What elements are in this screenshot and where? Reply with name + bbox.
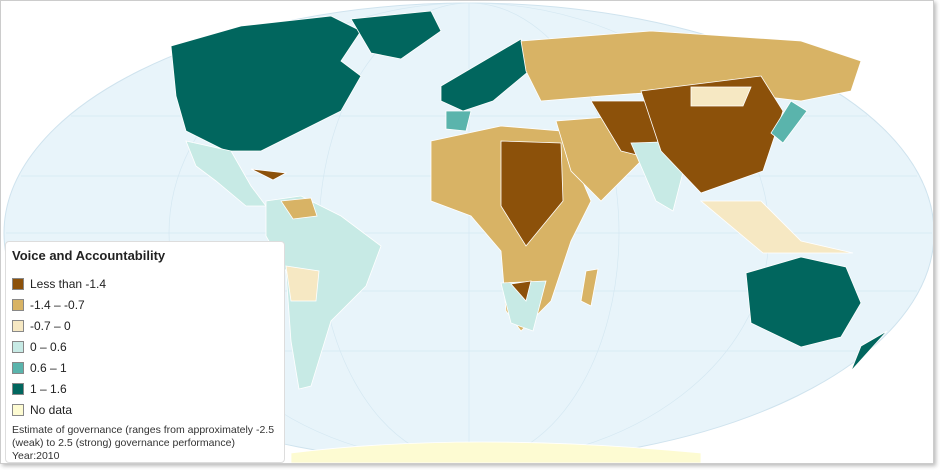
- legend: Voice and Accountability Less than -1.4 -…: [5, 241, 285, 463]
- legend-item: No data: [12, 399, 278, 420]
- legend-item: Less than -1.4: [12, 273, 278, 294]
- countries: [170, 10, 888, 463]
- legend-label: 0 – 0.6: [30, 339, 67, 354]
- legend-label: -1.4 – -0.7: [30, 297, 85, 312]
- legend-swatch: [12, 277, 24, 290]
- legend-swatch: [12, 361, 24, 374]
- legend-swatch: [12, 403, 24, 416]
- legend-item: -0.7 – 0: [12, 315, 278, 336]
- legend-swatch: [12, 319, 24, 332]
- legend-item: 0 – 0.6: [12, 336, 278, 357]
- legend-item: 0.6 – 1: [12, 357, 278, 378]
- legend-items: Less than -1.4 -1.4 – -0.7 -0.7 – 0 0 – 0.6…: [12, 273, 278, 420]
- legend-year: Year:2010: [12, 450, 60, 462]
- legend-swatch: [12, 340, 24, 353]
- legend-swatch: [12, 382, 24, 395]
- legend-item: -1.4 – -0.7: [12, 294, 278, 315]
- legend-title: Voice and Accountability: [12, 248, 166, 263]
- legend-label: No data: [30, 402, 73, 417]
- legend-label: Less than -1.4: [30, 276, 107, 291]
- legend-item: 1 – 1.6: [12, 378, 278, 399]
- legend-swatch: [12, 298, 24, 311]
- legend-label: 0.6 – 1: [30, 360, 67, 375]
- legend-note: Estimate of governance (ranges from appr…: [12, 424, 275, 449]
- legend-label: -0.7 – 0: [30, 318, 71, 333]
- legend-label: 1 – 1.6: [30, 381, 67, 396]
